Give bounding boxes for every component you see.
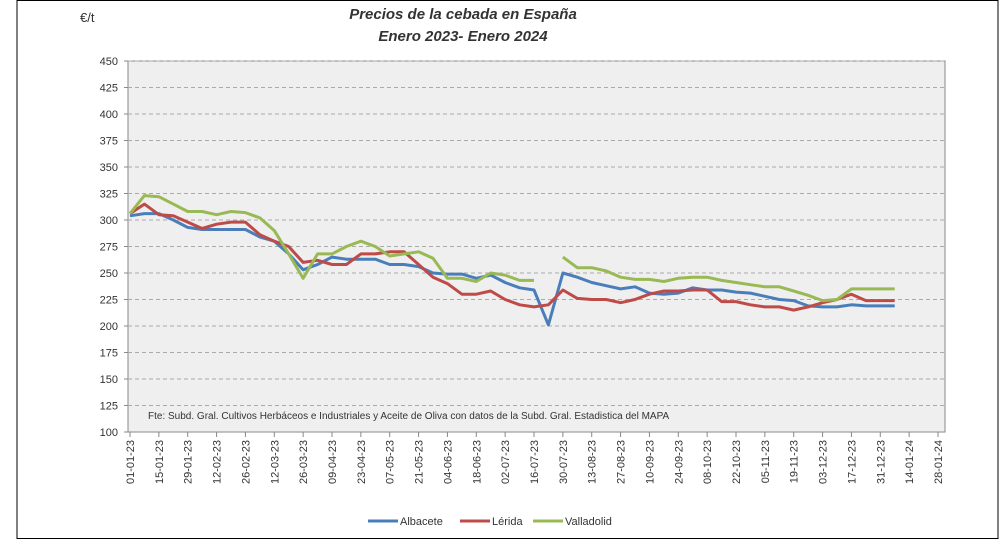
x-tick-label: 29-01-23 <box>183 440 195 484</box>
x-tick-label: 21-05-23 <box>414 440 426 484</box>
x-tick-label: 30-07-23 <box>558 440 570 484</box>
x-tick-label: 14-01-24 <box>904 440 916 484</box>
y-tick-label: 300 <box>100 215 118 227</box>
x-tick-label: 16-07-23 <box>529 440 541 484</box>
y-tick-label: 200 <box>100 321 118 333</box>
x-tick-label: 23-04-23 <box>356 440 368 484</box>
y-tick-label: 250 <box>100 268 118 280</box>
x-tick-label: 26-03-23 <box>298 440 310 484</box>
x-tick-label: 15-01-23 <box>154 440 166 484</box>
y-tick-label: 325 <box>100 189 118 201</box>
x-tick-label: 13-08-23 <box>587 440 599 484</box>
legend-label: Lérida <box>492 516 523 528</box>
y-tick-label: 150 <box>100 374 118 386</box>
y-tick-label: 100 <box>100 427 118 439</box>
x-tick-label: 07-05-23 <box>385 440 397 484</box>
y-tick-label: 225 <box>100 295 118 307</box>
series-line <box>129 212 895 327</box>
source-note: Fte: Subd. Gral. Cultivos Herbáceos e In… <box>148 411 670 422</box>
x-tick-label: 05-11-23 <box>760 440 772 483</box>
y-axis-label: €/t <box>80 10 95 25</box>
x-tick-label: 19-11-23 <box>789 440 801 483</box>
chart-subtitle: Enero 2023- Enero 2024 <box>378 28 548 45</box>
x-tick-label: 09-04-23 <box>327 440 339 484</box>
x-tick-label: 28-01-24 <box>933 440 945 484</box>
y-tick-label: 450 <box>100 56 118 68</box>
x-tick-label: 27-08-23 <box>616 440 628 484</box>
chart-title: Precios de la cebada en España <box>349 6 577 23</box>
x-tick-label: 12-03-23 <box>269 440 281 484</box>
y-tick-label: 350 <box>100 162 118 174</box>
series-line <box>129 202 895 312</box>
y-tick-label: 425 <box>100 83 118 95</box>
x-tick-label: 12-02-23 <box>212 440 224 484</box>
y-tick-label: 375 <box>100 136 118 148</box>
series-line <box>128 194 895 303</box>
y-tick-label: 175 <box>100 348 118 360</box>
x-tick-label: 24-09-23 <box>673 440 685 484</box>
legend-label: Albacete <box>400 516 443 528</box>
y-tick-label: 400 <box>100 109 118 121</box>
x-tick-label: 26-02-23 <box>240 440 252 484</box>
x-tick-label: 01-01-23 <box>125 440 137 484</box>
x-tick-label: 17-12-23 <box>846 440 858 484</box>
x-tick-label: 08-10-23 <box>702 440 714 484</box>
x-tick-label: 31-12-23 <box>875 440 887 484</box>
y-tick-label: 125 <box>100 401 118 413</box>
x-tick-label: 03-12-23 <box>818 440 830 484</box>
x-tick-label: 10-09-23 <box>644 440 656 484</box>
x-tick-label: 22-10-23 <box>731 440 743 484</box>
legend-label: Valladolid <box>565 516 612 528</box>
y-tick-label: 275 <box>100 242 118 254</box>
x-tick-label: 04-06-23 <box>442 440 454 484</box>
x-tick-label: 18-06-23 <box>471 440 483 484</box>
x-tick-label: 02-07-23 <box>500 440 512 484</box>
